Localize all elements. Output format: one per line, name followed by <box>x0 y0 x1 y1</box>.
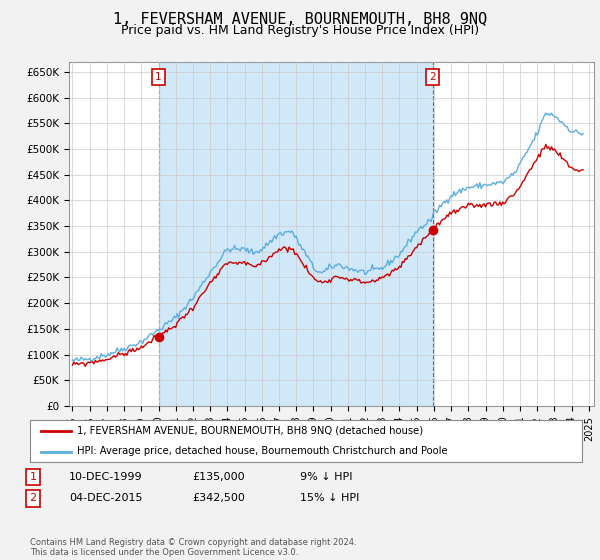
Text: 1, FEVERSHAM AVENUE, BOURNEMOUTH, BH8 9NQ: 1, FEVERSHAM AVENUE, BOURNEMOUTH, BH8 9N… <box>113 12 487 27</box>
Text: 15% ↓ HPI: 15% ↓ HPI <box>300 493 359 503</box>
Text: 9% ↓ HPI: 9% ↓ HPI <box>300 472 353 482</box>
Text: 2: 2 <box>429 72 436 82</box>
Text: 2: 2 <box>29 493 37 503</box>
Text: HPI: Average price, detached house, Bournemouth Christchurch and Poole: HPI: Average price, detached house, Bour… <box>77 446 448 456</box>
Text: Price paid vs. HM Land Registry's House Price Index (HPI): Price paid vs. HM Land Registry's House … <box>121 24 479 36</box>
Text: £135,000: £135,000 <box>192 472 245 482</box>
Text: 1, FEVERSHAM AVENUE, BOURNEMOUTH, BH8 9NQ (detached house): 1, FEVERSHAM AVENUE, BOURNEMOUTH, BH8 9N… <box>77 426 423 436</box>
Text: £342,500: £342,500 <box>192 493 245 503</box>
Text: Contains HM Land Registry data © Crown copyright and database right 2024.
This d: Contains HM Land Registry data © Crown c… <box>30 538 356 557</box>
Text: 1: 1 <box>29 472 37 482</box>
Text: 1: 1 <box>155 72 162 82</box>
Text: 10-DEC-1999: 10-DEC-1999 <box>69 472 143 482</box>
Bar <box>158 62 433 406</box>
Text: 04-DEC-2015: 04-DEC-2015 <box>69 493 143 503</box>
